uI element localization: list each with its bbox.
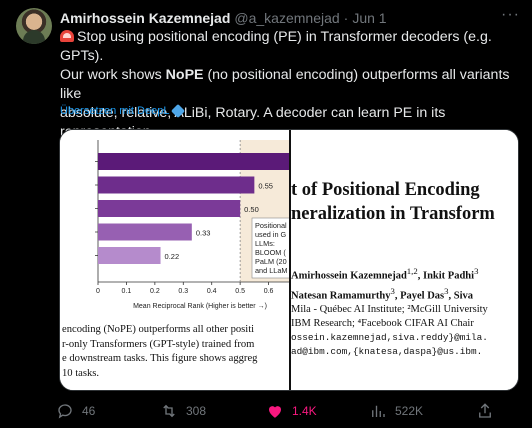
- tweet-media[interactable]: 0.690.550.500.330.2200.10.20.30.40.50.60…: [59, 129, 519, 391]
- x-tick-label: 0: [96, 288, 100, 295]
- x-tick-label: 0.6: [264, 288, 274, 295]
- x-tick-label: 0.2: [150, 288, 160, 295]
- reply-icon: [58, 404, 72, 419]
- share-button[interactable]: [476, 401, 494, 421]
- share-icon: [479, 403, 491, 418]
- annotation-text: used in G: [255, 230, 287, 239]
- deepl-icon: [171, 103, 186, 119]
- retweet-icon: [163, 404, 175, 418]
- retweet-button[interactable]: 308: [160, 401, 206, 421]
- tweet-text-line-1: Stop using positional encoding (PE) in T…: [60, 28, 520, 66]
- authors-line: Amirhossein Kazemnejad1,2, Inkit Padhi3: [291, 264, 488, 284]
- bar-value-label: 0.55: [258, 182, 273, 191]
- views-icon: [372, 405, 385, 417]
- author-text: , Payel Das: [394, 290, 445, 301]
- author-sup: 3: [444, 285, 449, 296]
- annotation-text: and LLaM: [255, 266, 287, 275]
- email-line: ossein.kazemnejad,siva.reddy}@mila.: [291, 332, 488, 343]
- more-options-icon[interactable]: ···: [501, 6, 520, 23]
- author-text: , Siva: [448, 290, 474, 301]
- bar: [98, 200, 241, 217]
- author-sup: 3: [390, 285, 395, 296]
- bar: [98, 153, 290, 170]
- bar-value-label: 0.33: [196, 229, 211, 238]
- tweet-header: Amirhossein Kazemnejad @a_kazemnejad · J…: [60, 8, 492, 28]
- annotation-text: LLMs:: [255, 239, 275, 248]
- bar-value-label: 0.22: [165, 252, 180, 261]
- annotation-text: PaLM (20: [255, 257, 287, 266]
- views-count: 522K: [395, 404, 424, 418]
- paper-title: t of Positional Encoding neralization in…: [291, 178, 495, 226]
- tweet-actions: 46 308 1.4K 522K: [56, 401, 522, 421]
- like-count: 1.4K: [292, 404, 317, 418]
- tweet-text-span: Our work shows: [60, 67, 166, 83]
- x-tick-label: 0.4: [207, 288, 217, 295]
- author-name[interactable]: Amirhossein Kazemnejad: [60, 10, 231, 26]
- annotation-text: BLOOM (: [255, 248, 286, 257]
- views-button[interactable]: 522K: [369, 401, 423, 421]
- email-line: ad@ibm.com,{knatesa,daspa}@us.ibm.: [291, 346, 483, 357]
- x-axis-label: Mean Reciprocal Rank (Higher is better →…: [133, 303, 267, 310]
- reply-count: 46: [82, 404, 96, 418]
- x-tick-label: 0.5: [235, 288, 245, 295]
- annotation-box: [251, 217, 290, 279]
- affiliation-line: IBM Research; ⁴Facebook CIFAR AI Chair: [291, 318, 474, 329]
- x-tick-label: 0.1: [122, 288, 132, 295]
- bar-chart: 0.690.550.500.330.2200.10.20.30.40.50.60…: [95, 140, 290, 310]
- caption-line: encoding (NoPE) outperforms all other po…: [62, 324, 255, 335]
- tweet-text-span: (no positional encoding) outperforms all…: [60, 67, 510, 102]
- separator-dot: ·: [343, 10, 349, 26]
- annotation-text: Positional: [255, 221, 287, 230]
- authors-line: Natesan Ramamurthy3, Payel Das3, Siva: [291, 284, 488, 304]
- affiliation-line: Mila - Québec AI Institute; ²McGill Univ…: [291, 304, 488, 315]
- caption-line: 10 tasks.: [62, 367, 100, 379]
- tweet-text-span: Stop using positional encoding (PE) in T…: [60, 29, 492, 64]
- siren-emoji-icon: [60, 30, 74, 42]
- translate-label: Übersetzen mit DeepL: [60, 105, 170, 117]
- media-image-chart[interactable]: 0.690.550.500.330.2200.10.20.30.40.50.60…: [60, 130, 290, 390]
- caption-line: r-only Transformers (GPT-style) trained …: [62, 338, 255, 350]
- translate-link[interactable]: Übersetzen mit DeepL: [60, 103, 186, 119]
- heart-icon: [269, 406, 281, 418]
- reply-button[interactable]: 46: [56, 401, 95, 421]
- author-text: Amirhossein Kazemnejad: [291, 270, 407, 282]
- caption-line: e downstream tasks. This figure shows ag…: [62, 353, 258, 365]
- paper-authors: Amirhossein Kazemnejad1,2, Inkit Padhi3 …: [291, 264, 488, 359]
- bar-value-label: 0.50: [244, 205, 259, 214]
- like-button[interactable]: 1.4K: [266, 401, 317, 421]
- paper-title-line: neralization in Transform: [291, 204, 495, 224]
- author-sup: 1,2: [406, 266, 418, 276]
- author-handle[interactable]: @a_kazemnejad: [234, 10, 340, 26]
- media-image-paper[interactable]: t of Positional Encoding neralization in…: [291, 130, 518, 390]
- avatar[interactable]: [16, 8, 52, 44]
- x-tick-label: 0.3: [178, 288, 188, 295]
- bar: [98, 176, 255, 194]
- author-text: Natesan Ramamurthy: [291, 290, 391, 301]
- paper-title-line: t of Positional Encoding: [291, 180, 480, 200]
- retweet-count: 308: [186, 404, 207, 418]
- figure-caption: encoding (NoPE) outperforms all other po…: [62, 323, 312, 381]
- bar: [98, 247, 161, 264]
- media-divider: [289, 130, 291, 390]
- tweet-text-line-2: Our work shows NoPE (no positional encod…: [60, 66, 520, 104]
- bar: [98, 223, 192, 241]
- author-sup: 3: [474, 266, 479, 276]
- author-text: , Inkit Padhi: [417, 270, 475, 282]
- tweet-date[interactable]: Jun 1: [352, 10, 387, 26]
- tweet-text-bold: NoPE: [165, 67, 204, 83]
